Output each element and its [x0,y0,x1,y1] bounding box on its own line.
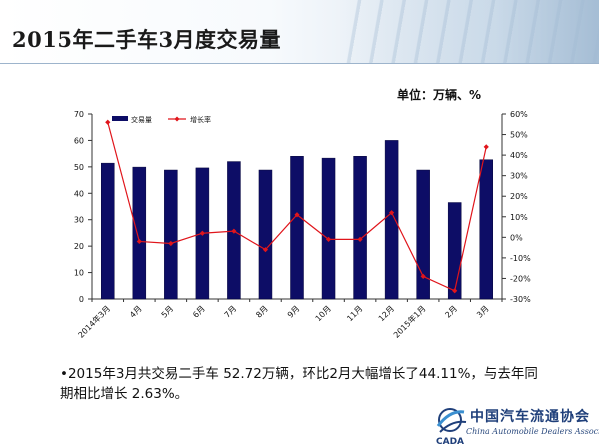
bar [416,169,430,300]
y-right-tick-label: 30% [510,172,528,181]
bar [290,156,304,300]
y-left-tick-label: 30 [74,216,84,225]
bar [101,162,115,300]
growth-rate-point [389,210,395,216]
bar [132,166,147,300]
growth-rate-point [262,247,269,253]
legend-marker-growth [174,116,180,122]
y-right-tick-label: -30% [510,295,531,304]
bar [447,202,462,300]
y-right-tick-label: 50% [510,131,528,140]
unit-label: 单位：万辆、% [397,88,482,102]
summary-text: •2015年3月共交易二手车 52.72万辆，环比2月大幅增长了44.11%，与… [60,366,538,402]
bar [353,156,367,300]
x-tick-label: 6月 [191,304,207,320]
cada-logo: CADA 中国汽车流通协会 China Automobile Dealers A… [432,402,599,448]
bar [479,159,493,300]
x-tick-label: 11月 [345,304,364,323]
growth-rate-point [420,273,426,279]
x-tick-label: 10月 [314,304,333,323]
growth-rate-point [105,119,111,125]
x-tick-label: 7月 [223,304,239,320]
growth-rate-point [452,288,458,294]
y-right-tick-label: 0% [510,233,523,242]
header-decoration-image [339,0,599,64]
x-tick-label: 2015年1月 [391,303,427,339]
y-left-tick-label: 50 [74,163,84,172]
growth-rate-point [483,144,489,150]
growth-rate-point [199,230,205,236]
header-divider [0,63,599,64]
x-tick-label: 5月 [160,304,176,320]
logo-name: 中国汽车流通协会 [470,409,590,425]
x-tick-label: 12月 [377,304,396,323]
y-right-tick-label: -10% [510,254,531,263]
y-left-tick-label: 60 [74,136,84,145]
growth-rate-point [231,228,237,234]
x-tick-label: 3月 [475,304,491,320]
y-left-tick-label: 40 [74,189,84,198]
x-tick-label: 2014年3月 [76,303,112,339]
y-right-tick-label: 10% [510,213,528,222]
header-banner: 2015年二手车3月度交易量 [0,0,599,64]
legend-label-growth: 增长率 [190,115,211,124]
x-tick-label: 8月 [254,304,270,320]
page-title: 2015年二手车3月度交易量 [12,27,282,52]
growth-rate-point [168,240,174,247]
chart-svg: 0 10 20 30 40 50 60 70 -30% -20% -10% 0% 10% 20% 30% 40… [74,110,531,340]
bar [321,157,336,300]
x-tick-label: 9月 [286,304,302,320]
y-right-tick-label: 60% [510,110,528,119]
legend-swatch-volume [112,116,128,121]
growth-rate-point [325,236,332,242]
growth-rate-point [357,236,363,242]
x-tick-label: 2月 [443,304,459,320]
bar [164,169,178,300]
logo-subtitle: China Automobile Dealers Association [466,427,599,436]
cada-abbr: CADA [436,437,464,447]
y-left-tick-label: 0 [79,295,84,304]
bar [258,169,273,300]
x-tick-label: 4月 [128,304,144,320]
y-right-tick-label: -20% [510,274,531,283]
y-left-tick-label: 20 [74,242,84,251]
growth-rate-point [136,238,142,245]
y-right-tick-label: 40% [510,151,528,160]
y-left-tick-label: 70 [74,110,84,119]
y-right-tick-label: 20% [510,192,528,201]
legend-label-volume: 交易量 [131,115,152,124]
y-left-tick-label: 10 [74,269,84,278]
bar [384,140,399,300]
cada-logo-mark: CADA [436,408,467,447]
growth-rate-point [294,212,300,218]
